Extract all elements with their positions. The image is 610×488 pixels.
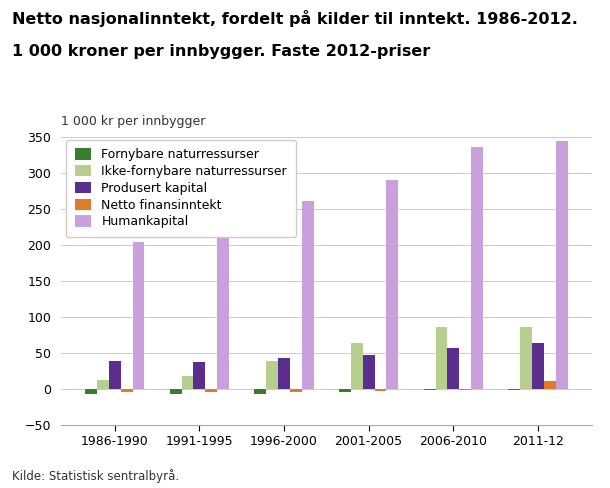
Bar <box>278 358 290 388</box>
Bar <box>121 388 132 392</box>
Legend: Fornybare naturressurser, Ikke-fornybare naturressurser, Produsert kapital, Nett: Fornybare naturressurser, Ikke-fornybare… <box>66 140 296 237</box>
Bar <box>532 343 544 388</box>
Bar <box>170 388 182 394</box>
Bar <box>520 326 532 388</box>
Bar <box>97 380 109 388</box>
Bar <box>459 388 471 390</box>
Bar <box>85 388 97 394</box>
Bar <box>508 388 520 390</box>
Bar <box>132 242 145 388</box>
Bar <box>182 376 193 388</box>
Bar <box>375 388 387 391</box>
Bar <box>556 141 567 388</box>
Bar <box>193 362 206 388</box>
Bar <box>447 347 459 388</box>
Text: 1 000 kr per innbygger: 1 000 kr per innbygger <box>61 115 206 128</box>
Text: 1 000 kroner per innbygger. Faste 2012-priser: 1 000 kroner per innbygger. Faste 2012-p… <box>12 44 431 59</box>
Text: Kilde: Statistisk sentralbyrå.: Kilde: Statistisk sentralbyrå. <box>12 469 179 483</box>
Bar <box>471 147 483 388</box>
Text: Netto nasjonalinntekt, fordelt på kilder til inntekt. 1986-2012.: Netto nasjonalinntekt, fordelt på kilder… <box>12 10 578 27</box>
Bar <box>436 326 447 388</box>
Bar <box>302 202 314 388</box>
Bar <box>351 343 363 388</box>
Bar <box>424 388 436 390</box>
Bar <box>217 232 229 388</box>
Bar <box>339 388 351 392</box>
Bar <box>206 388 217 392</box>
Bar <box>290 388 302 392</box>
Bar <box>363 355 375 388</box>
Bar <box>109 361 121 388</box>
Bar <box>266 361 278 388</box>
Bar <box>254 388 266 394</box>
Bar <box>387 180 398 388</box>
Bar <box>544 381 556 388</box>
